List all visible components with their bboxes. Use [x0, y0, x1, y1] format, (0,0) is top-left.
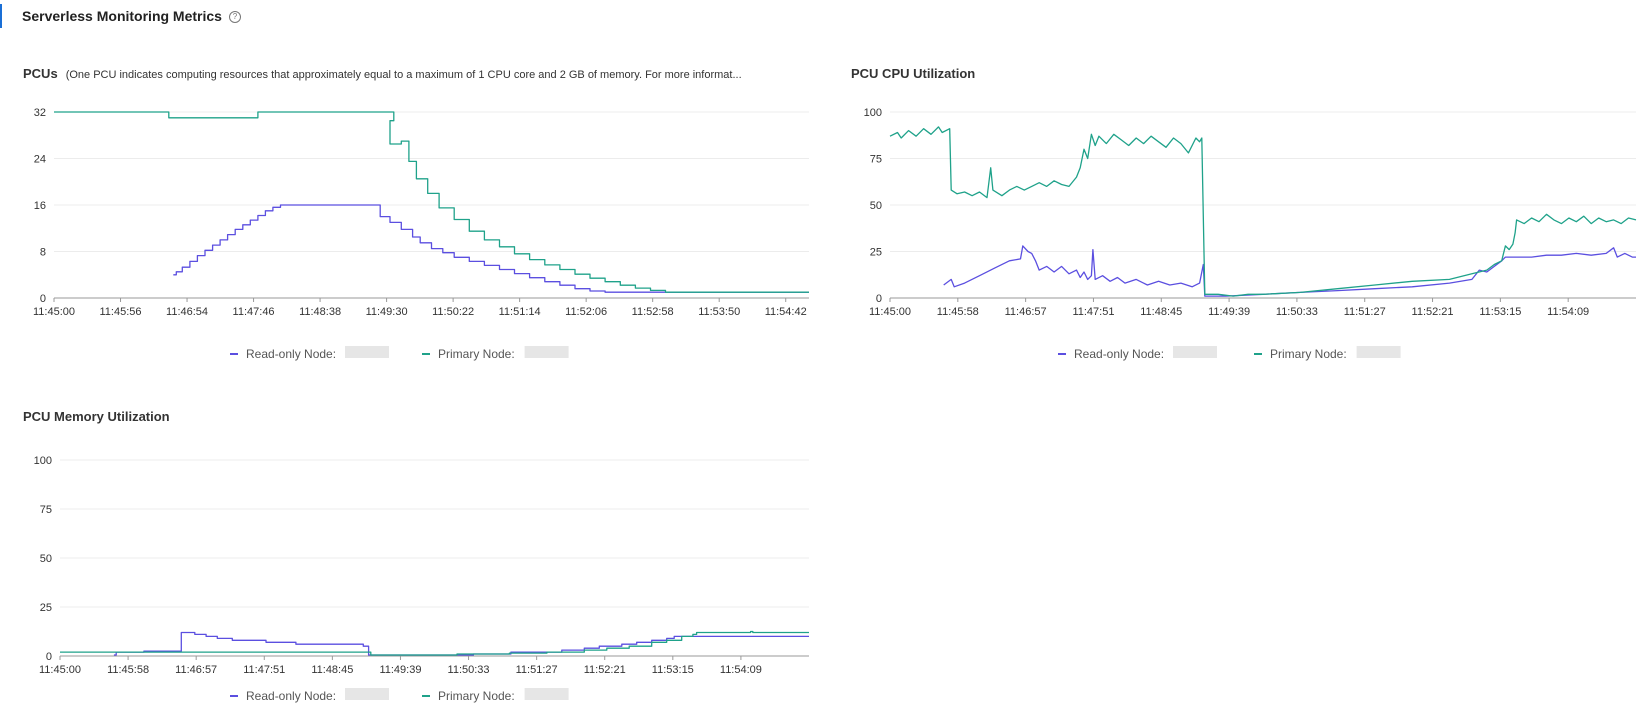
legend-value-redacted [524, 346, 569, 358]
legend-value-redacted [345, 346, 389, 358]
x-tick-label: 11:47:51 [243, 664, 285, 676]
x-tick-label: 11:50:33 [448, 664, 490, 676]
y-tick-label: 24 [34, 154, 46, 166]
y-tick-label: 75 [870, 154, 882, 166]
x-tick-label: 11:52:21 [1412, 306, 1454, 318]
x-tick-label: 11:45:56 [100, 306, 142, 318]
x-tick-label: 11:45:58 [937, 306, 979, 318]
x-tick-label: 11:50:22 [432, 306, 474, 318]
x-tick-label: 11:48:45 [1140, 306, 1182, 318]
y-tick-label: 75 [40, 504, 52, 516]
x-tick-label: 11:52:21 [584, 664, 626, 676]
legend-label[interactable]: Read-only Node: [1074, 347, 1164, 361]
x-tick-label: 11:51:27 [516, 664, 558, 676]
x-tick-label: 11:54:09 [720, 664, 762, 676]
x-tick-label: 11:53:50 [698, 306, 740, 318]
panel-cpu-header: PCU CPU Utilization [851, 66, 1551, 81]
chart-title: PCU Memory Utilization [23, 409, 170, 424]
legend-label[interactable]: Read-only Node: [246, 689, 336, 703]
x-tick-label: 11:51:27 [1344, 306, 1386, 318]
x-tick-label: 11:45:00 [39, 664, 81, 676]
x-tick-label: 11:51:14 [499, 306, 541, 318]
x-tick-label: 11:45:00 [869, 306, 911, 318]
section-title: Serverless Monitoring Metrics [22, 8, 222, 24]
x-tick-label: 11:49:39 [379, 664, 421, 676]
chart-title: PCU CPU Utilization [851, 66, 976, 81]
panel-pcus: PCUs (One PCU indicates computing resour… [0, 0, 800, 360]
section-header: Serverless Monitoring Metrics ? [0, 4, 241, 28]
x-tick-label: 11:47:46 [233, 306, 275, 318]
x-tick-label: 11:46:57 [175, 664, 217, 676]
y-tick-label: 8 [40, 247, 46, 259]
legend-label[interactable]: Primary Node: [438, 347, 515, 361]
y-tick-label: 0 [876, 293, 882, 305]
x-tick-label: 11:46:57 [1005, 306, 1047, 318]
x-tick-label: 11:49:30 [366, 306, 408, 318]
x-tick-label: 11:47:51 [1072, 306, 1114, 318]
x-tick-label: 11:53:15 [1479, 306, 1521, 318]
panel-pcus-header: PCUs (One PCU indicates computing resour… [23, 66, 818, 81]
y-tick-label: 100 [864, 107, 882, 119]
y-tick-label: 16 [34, 200, 46, 212]
x-tick-label: 11:54:09 [1547, 306, 1589, 318]
y-tick-label: 50 [870, 200, 882, 212]
y-tick-label: 32 [34, 107, 46, 119]
x-tick-label: 11:54:42 [765, 306, 807, 318]
y-tick-label: 25 [40, 602, 52, 614]
x-tick-label: 11:45:58 [107, 664, 149, 676]
series-line-primary-node[interactable] [889, 126, 1637, 297]
chart-title: PCUs [23, 66, 58, 81]
legend-value-redacted [524, 688, 569, 700]
y-tick-label: 0 [46, 651, 52, 663]
x-tick-label: 11:52:58 [632, 306, 674, 318]
legend-value-redacted [1173, 346, 1217, 358]
legend-value-redacted [345, 688, 389, 700]
legend-label[interactable]: Primary Node: [438, 689, 515, 703]
panel-memory-header: PCU Memory Utilization [23, 409, 723, 424]
x-tick-label: 11:49:39 [1208, 306, 1250, 318]
y-tick-label: 50 [40, 553, 52, 565]
x-tick-label: 11:45:00 [33, 306, 75, 318]
y-tick-label: 0 [40, 293, 46, 305]
x-tick-label: 11:53:15 [652, 664, 694, 676]
x-tick-label: 11:46:54 [166, 306, 208, 318]
series-line-read-only-node[interactable] [943, 245, 1636, 297]
legend-label[interactable]: Read-only Node: [246, 347, 336, 361]
x-tick-label: 11:48:45 [311, 664, 353, 676]
help-icon[interactable]: ? [228, 11, 241, 23]
series-line-read-only-node[interactable] [113, 631, 809, 656]
series-line-read-only-node[interactable] [173, 204, 809, 293]
x-tick-label: 11:52:06 [565, 306, 607, 318]
x-tick-label: 11:50:33 [1276, 306, 1318, 318]
legend-label[interactable]: Primary Node: [1270, 347, 1347, 361]
y-tick-label: 100 [34, 455, 52, 467]
series-line-primary-node[interactable] [60, 630, 809, 656]
legend-value-redacted [1356, 346, 1401, 358]
y-tick-label: 25 [870, 247, 882, 259]
x-tick-label: 11:48:38 [299, 306, 341, 318]
series-line-primary-node[interactable] [54, 111, 809, 293]
